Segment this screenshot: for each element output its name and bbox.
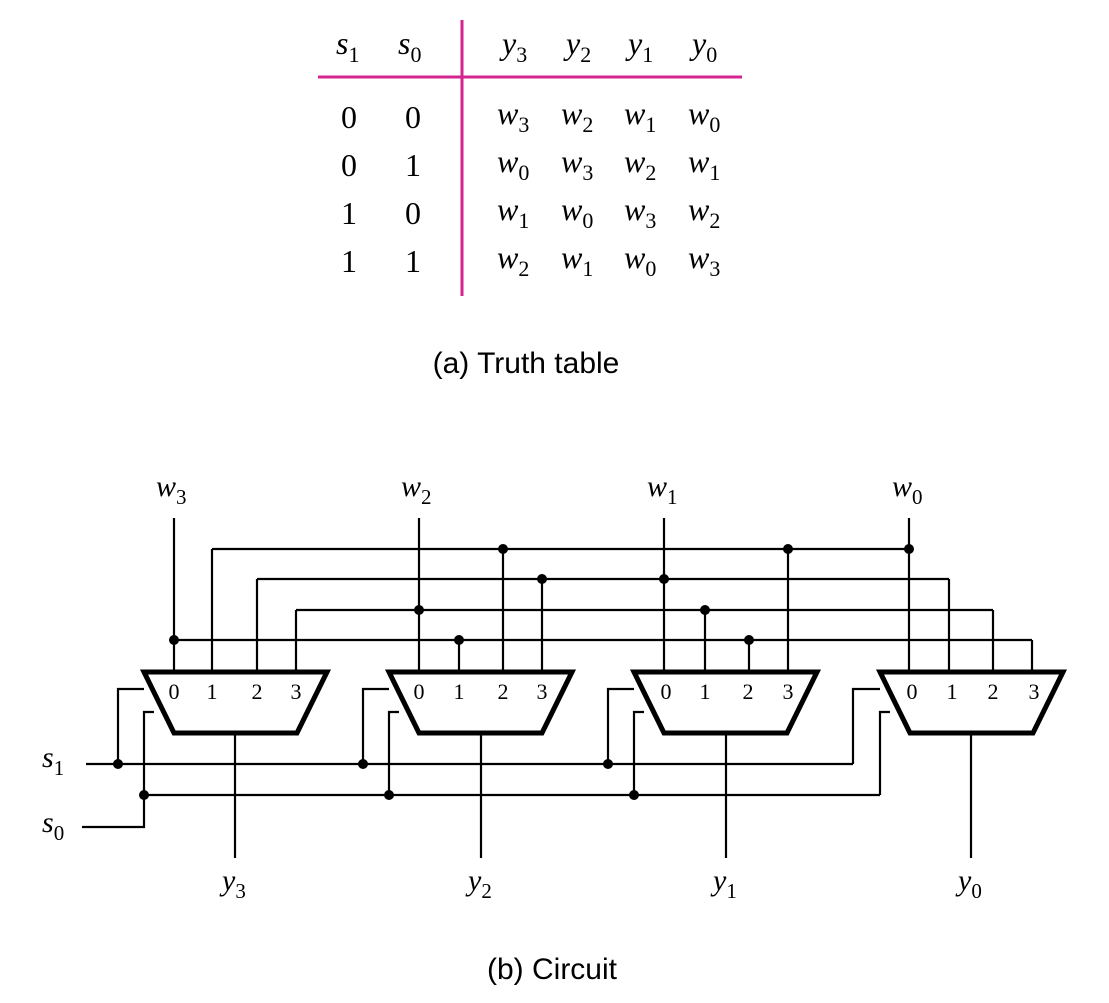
- junction-dot: [783, 544, 793, 554]
- junction-dot: [904, 544, 914, 554]
- s0-to-mux-y1: [632, 710, 644, 795]
- cell-output: w1: [688, 143, 720, 185]
- mux-y2: 0 1 2 3: [384, 669, 577, 736]
- s0-to-mux-y2: [387, 710, 399, 795]
- cell-s0: 1: [405, 243, 421, 279]
- mux-y1: 0 1 2 3: [629, 669, 822, 736]
- header-y3: y3: [499, 25, 527, 67]
- mux-port-label: 1: [947, 679, 958, 704]
- junction-dot: [700, 605, 710, 615]
- mux-port-label: 1: [207, 679, 218, 704]
- cell-s1: 1: [341, 243, 357, 279]
- cell-s0: 1: [405, 147, 421, 183]
- input-label-w3: w3: [156, 470, 187, 509]
- mux-port-label: 3: [537, 679, 548, 704]
- output-label-y3: y3: [219, 864, 246, 903]
- s0-to-mux-y3: [142, 710, 154, 795]
- cell-output: w2: [624, 143, 656, 185]
- truth-table: s1 s0 y3 y2 y1 y0 0 0 w3 w2 w1 w0 0 1 w0…: [318, 20, 742, 296]
- mux-port-label: 1: [700, 679, 711, 704]
- output-label-y1: y1: [710, 864, 737, 903]
- output-label-y2: y2: [465, 864, 492, 903]
- cell-output: w3: [688, 239, 720, 281]
- junction-dot: [169, 635, 179, 645]
- cell-output: w1: [624, 95, 656, 137]
- junction-dot: [744, 635, 754, 645]
- cell-output: w0: [688, 95, 720, 137]
- junction-dot: [139, 790, 149, 800]
- junction-dot: [498, 544, 508, 554]
- cell-s0: 0: [405, 99, 421, 135]
- input-label-w2: w2: [401, 470, 432, 509]
- junction-dot: [537, 574, 547, 584]
- input-label-w1: w1: [647, 470, 678, 509]
- mux-port-label: 2: [498, 679, 509, 704]
- cell-s1: 1: [341, 195, 357, 231]
- cell-output: w2: [688, 191, 720, 233]
- junction-dots: [113, 544, 914, 800]
- s1-to-mux-y3: [116, 687, 144, 764]
- junction-dot: [454, 635, 464, 645]
- cell-output: w1: [561, 239, 593, 281]
- cell-output: w3: [497, 95, 529, 137]
- header-y1: y1: [625, 25, 653, 67]
- junction-dot: [629, 790, 639, 800]
- select-label-s0: s0: [42, 806, 64, 845]
- junction-dot: [414, 605, 424, 615]
- input-label-w0: w0: [892, 470, 923, 509]
- caption-a: (a) Truth table: [433, 347, 620, 380]
- mux-port-label: 3: [1029, 679, 1040, 704]
- junction-dot: [603, 759, 613, 769]
- cell-output: w3: [624, 191, 656, 233]
- mux-port-label: 2: [988, 679, 999, 704]
- mux-port-label: 3: [783, 679, 794, 704]
- circuit: 0 1 2 3 0 1 2 3 0 1 2 3 0 1 2 3: [42, 470, 1068, 903]
- cell-output: w3: [561, 143, 593, 185]
- s1-to-mux-y1: [606, 687, 634, 764]
- cell-output: w2: [497, 239, 529, 281]
- cell-s1: 0: [341, 147, 357, 183]
- select-label-s1: s1: [42, 741, 64, 780]
- header-s1: s1: [336, 25, 359, 67]
- junction-dot: [113, 759, 123, 769]
- mux-port-label: 3: [291, 679, 302, 704]
- header-y2: y2: [563, 25, 591, 67]
- mux-port-label: 0: [414, 679, 425, 704]
- s1-to-mux-y0: [851, 687, 880, 764]
- caption-b: (b) Circuit: [487, 953, 618, 986]
- cell-s1: 0: [341, 99, 357, 135]
- mux-port-label: 1: [454, 679, 465, 704]
- mux-port-label: 2: [252, 679, 263, 704]
- cell-output: w0: [497, 143, 529, 185]
- cell-output: w0: [624, 239, 656, 281]
- mux-y3: 0 1 2 3: [139, 669, 332, 736]
- mux-port-label: 2: [743, 679, 754, 704]
- junction-dot: [358, 759, 368, 769]
- header-s0: s0: [398, 25, 421, 67]
- mux-port-label: 0: [661, 679, 672, 704]
- junction-dot: [384, 790, 394, 800]
- s0-to-mux-y0: [878, 710, 890, 795]
- s0-bus: [82, 793, 880, 829]
- s1-to-mux-y2: [361, 687, 389, 764]
- mux-port-label: 0: [169, 679, 180, 704]
- mux-y0: 0 1 2 3: [875, 669, 1068, 736]
- cell-output: w1: [497, 191, 529, 233]
- cell-output: w0: [561, 191, 593, 233]
- cell-s0: 0: [405, 195, 421, 231]
- header-y0: y0: [689, 25, 717, 67]
- output-label-y0: y0: [955, 864, 982, 903]
- junction-dot: [659, 574, 669, 584]
- mux-port-label: 0: [907, 679, 918, 704]
- cell-output: w2: [561, 95, 593, 137]
